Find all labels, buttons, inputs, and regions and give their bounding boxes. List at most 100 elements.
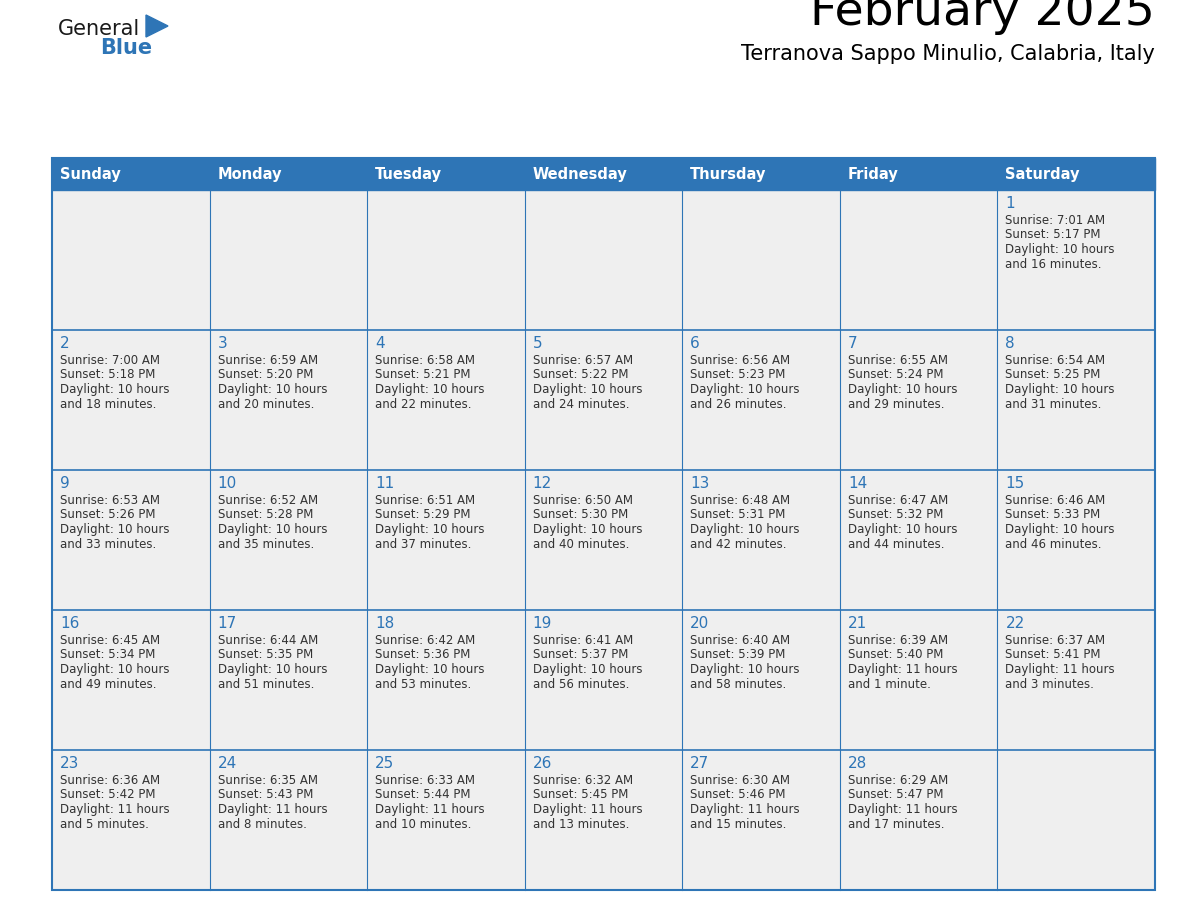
Text: Thursday: Thursday — [690, 166, 766, 182]
Text: and 18 minutes.: and 18 minutes. — [61, 397, 157, 410]
Text: Daylight: 11 hours: Daylight: 11 hours — [375, 803, 485, 816]
Text: and 15 minutes.: and 15 minutes. — [690, 818, 786, 831]
Text: 1: 1 — [1005, 196, 1015, 211]
Text: Sunrise: 6:37 AM: Sunrise: 6:37 AM — [1005, 634, 1106, 647]
Text: and 46 minutes.: and 46 minutes. — [1005, 538, 1102, 551]
Text: Daylight: 10 hours: Daylight: 10 hours — [375, 663, 485, 676]
Text: Sunset: 5:23 PM: Sunset: 5:23 PM — [690, 368, 785, 382]
Text: Daylight: 10 hours: Daylight: 10 hours — [848, 523, 958, 536]
Bar — [682, 470, 840, 610]
Text: Sunrise: 6:30 AM: Sunrise: 6:30 AM — [690, 774, 790, 787]
Text: 22: 22 — [1005, 616, 1025, 631]
Text: Sunrise: 6:55 AM: Sunrise: 6:55 AM — [848, 354, 948, 367]
Bar — [367, 330, 525, 470]
Text: and 31 minutes.: and 31 minutes. — [1005, 397, 1101, 410]
Bar — [998, 610, 1155, 750]
Text: Sunrise: 6:47 AM: Sunrise: 6:47 AM — [848, 494, 948, 507]
Text: Daylight: 10 hours: Daylight: 10 hours — [532, 523, 643, 536]
Text: Daylight: 10 hours: Daylight: 10 hours — [532, 383, 643, 396]
Text: Daylight: 10 hours: Daylight: 10 hours — [61, 523, 170, 536]
Bar — [682, 610, 840, 750]
Bar — [998, 470, 1155, 610]
Text: Sunset: 5:44 PM: Sunset: 5:44 PM — [375, 789, 470, 801]
Bar — [367, 470, 525, 610]
Text: and 35 minutes.: and 35 minutes. — [217, 538, 314, 551]
Bar — [525, 190, 682, 330]
Text: Sunset: 5:39 PM: Sunset: 5:39 PM — [690, 648, 785, 662]
Bar — [525, 330, 682, 470]
Text: and 16 minutes.: and 16 minutes. — [1005, 258, 1102, 271]
Text: Daylight: 11 hours: Daylight: 11 hours — [217, 803, 327, 816]
Bar — [52, 610, 209, 750]
Text: Sunrise: 6:42 AM: Sunrise: 6:42 AM — [375, 634, 475, 647]
Text: Sunset: 5:28 PM: Sunset: 5:28 PM — [217, 509, 312, 521]
Polygon shape — [146, 15, 168, 37]
Text: 15: 15 — [1005, 476, 1025, 491]
Text: Monday: Monday — [217, 166, 282, 182]
Text: Sunrise: 6:39 AM: Sunrise: 6:39 AM — [848, 634, 948, 647]
Text: and 1 minute.: and 1 minute. — [848, 677, 930, 690]
Text: Daylight: 10 hours: Daylight: 10 hours — [1005, 243, 1114, 256]
Text: 11: 11 — [375, 476, 394, 491]
Text: Sunrise: 6:35 AM: Sunrise: 6:35 AM — [217, 774, 317, 787]
Text: and 20 minutes.: and 20 minutes. — [217, 397, 314, 410]
Text: 13: 13 — [690, 476, 709, 491]
Text: Sunset: 5:33 PM: Sunset: 5:33 PM — [1005, 509, 1100, 521]
Text: Daylight: 10 hours: Daylight: 10 hours — [61, 663, 170, 676]
Text: Sunrise: 7:01 AM: Sunrise: 7:01 AM — [1005, 214, 1106, 227]
Text: Daylight: 10 hours: Daylight: 10 hours — [1005, 383, 1114, 396]
Text: Sunset: 5:25 PM: Sunset: 5:25 PM — [1005, 368, 1101, 382]
Bar — [52, 190, 209, 330]
Text: Daylight: 10 hours: Daylight: 10 hours — [532, 663, 643, 676]
Text: Sunrise: 6:36 AM: Sunrise: 6:36 AM — [61, 774, 160, 787]
Text: Daylight: 10 hours: Daylight: 10 hours — [217, 663, 327, 676]
Bar — [525, 610, 682, 750]
Text: Sunset: 5:20 PM: Sunset: 5:20 PM — [217, 368, 312, 382]
Text: and 29 minutes.: and 29 minutes. — [848, 397, 944, 410]
Text: and 40 minutes.: and 40 minutes. — [532, 538, 630, 551]
Bar — [209, 610, 367, 750]
Bar — [525, 470, 682, 610]
Bar — [840, 610, 998, 750]
Text: Sunset: 5:30 PM: Sunset: 5:30 PM — [532, 509, 628, 521]
Text: Daylight: 10 hours: Daylight: 10 hours — [690, 383, 800, 396]
Text: Daylight: 11 hours: Daylight: 11 hours — [690, 803, 800, 816]
Text: Daylight: 10 hours: Daylight: 10 hours — [690, 523, 800, 536]
Text: Sunset: 5:37 PM: Sunset: 5:37 PM — [532, 648, 628, 662]
Text: Daylight: 10 hours: Daylight: 10 hours — [61, 383, 170, 396]
Bar — [840, 750, 998, 890]
Text: Blue: Blue — [100, 38, 152, 58]
Text: Sunset: 5:42 PM: Sunset: 5:42 PM — [61, 789, 156, 801]
Text: Sunrise: 6:57 AM: Sunrise: 6:57 AM — [532, 354, 633, 367]
Text: and 22 minutes.: and 22 minutes. — [375, 397, 472, 410]
Text: 4: 4 — [375, 336, 385, 351]
Bar — [998, 330, 1155, 470]
Text: Sunset: 5:36 PM: Sunset: 5:36 PM — [375, 648, 470, 662]
Text: Sunrise: 6:59 AM: Sunrise: 6:59 AM — [217, 354, 317, 367]
Text: 19: 19 — [532, 616, 552, 631]
Text: Sunset: 5:34 PM: Sunset: 5:34 PM — [61, 648, 156, 662]
Bar — [209, 470, 367, 610]
Text: and 3 minutes.: and 3 minutes. — [1005, 677, 1094, 690]
Text: and 51 minutes.: and 51 minutes. — [217, 677, 314, 690]
Text: Sunrise: 6:44 AM: Sunrise: 6:44 AM — [217, 634, 318, 647]
Text: Sunrise: 6:51 AM: Sunrise: 6:51 AM — [375, 494, 475, 507]
Text: Sunset: 5:26 PM: Sunset: 5:26 PM — [61, 509, 156, 521]
Text: Saturday: Saturday — [1005, 166, 1080, 182]
Text: Daylight: 10 hours: Daylight: 10 hours — [1005, 523, 1114, 536]
Text: 8: 8 — [1005, 336, 1015, 351]
Bar — [52, 158, 1155, 890]
Bar — [367, 190, 525, 330]
Text: Sunset: 5:22 PM: Sunset: 5:22 PM — [532, 368, 628, 382]
Text: 9: 9 — [61, 476, 70, 491]
Text: 5: 5 — [532, 336, 543, 351]
Text: 14: 14 — [848, 476, 867, 491]
Text: Daylight: 10 hours: Daylight: 10 hours — [848, 383, 958, 396]
Bar — [682, 330, 840, 470]
Text: Sunrise: 6:32 AM: Sunrise: 6:32 AM — [532, 774, 633, 787]
Text: Sunset: 5:24 PM: Sunset: 5:24 PM — [848, 368, 943, 382]
Text: Sunrise: 6:46 AM: Sunrise: 6:46 AM — [1005, 494, 1106, 507]
Text: Sunset: 5:32 PM: Sunset: 5:32 PM — [848, 509, 943, 521]
Text: Sunset: 5:17 PM: Sunset: 5:17 PM — [1005, 229, 1101, 241]
Text: and 37 minutes.: and 37 minutes. — [375, 538, 472, 551]
